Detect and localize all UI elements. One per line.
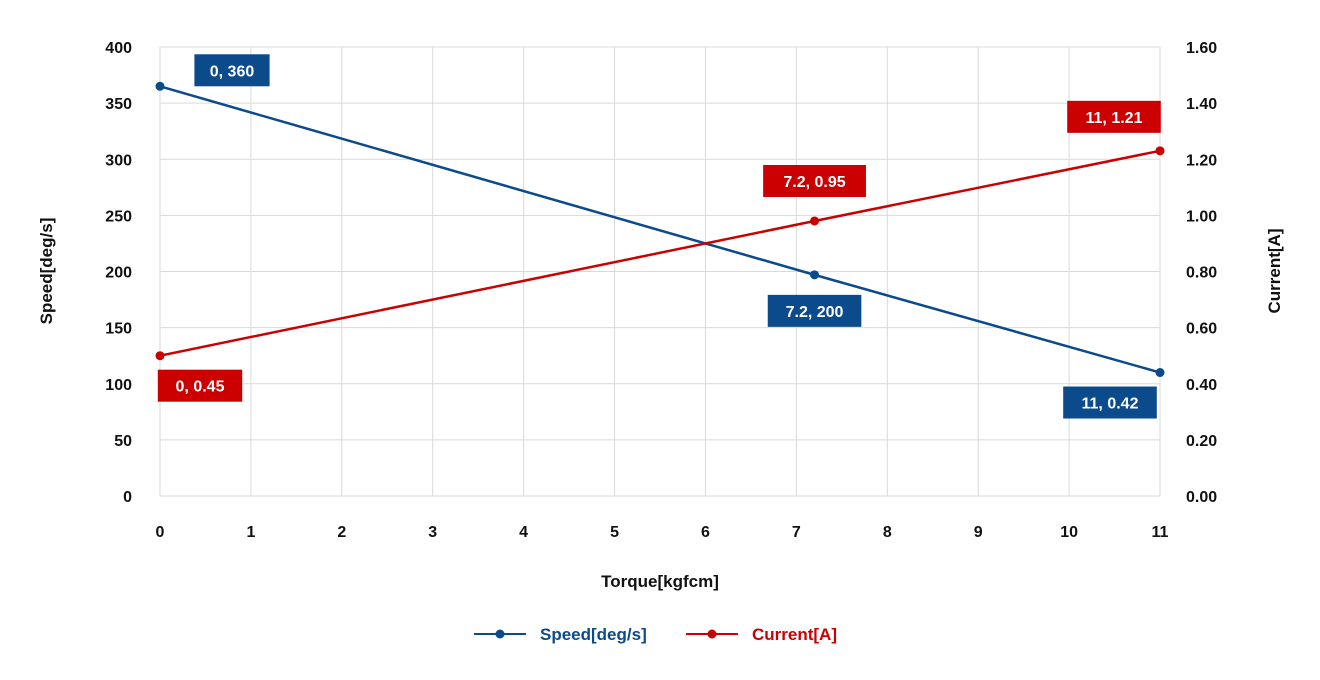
right-tick-label: 1.60 [1186, 40, 1217, 57]
right-tick-label: 1.20 [1186, 152, 1217, 169]
x-tick-label: 4 [519, 524, 528, 541]
x-tick-label: 5 [610, 524, 619, 541]
x-axis-title: Torque[kgfcm] [601, 572, 719, 591]
left-tick-label: 150 [105, 321, 132, 338]
x-tick-label: 9 [974, 524, 983, 541]
data-label: 11, 1.21 [1067, 100, 1161, 133]
data-point [810, 216, 820, 226]
right-axis-title: Current[A] [1265, 229, 1284, 314]
data-label-text: 0, 360 [210, 63, 255, 80]
left-axis-ticks: 0 50 100 150 200 250 300 350 400 [105, 40, 132, 506]
data-point [1155, 368, 1165, 378]
grid [159, 46, 1161, 497]
data-label-text: 0, 0.45 [176, 379, 225, 396]
right-tick-label: 0.00 [1186, 489, 1217, 506]
left-tick-label: 50 [114, 433, 132, 450]
right-axis-ticks: 0.00 0.20 0.40 0.60 0.80 1.00 1.20 1.40 1.60 [1186, 40, 1217, 506]
left-tick-label: 400 [105, 40, 132, 57]
series-line-0 [159, 85, 1161, 374]
x-tick-label: 0 [156, 524, 165, 541]
left-tick-label: 250 [105, 208, 132, 225]
x-tick-label: 2 [337, 524, 346, 541]
data-label-box [1063, 386, 1157, 419]
data-point [155, 81, 165, 91]
x-tick-label: 3 [428, 524, 437, 541]
right-tick-label: 0.60 [1186, 321, 1217, 338]
right-tick-label: 1.00 [1186, 208, 1217, 225]
data-label-box [763, 164, 866, 197]
left-axis-title: Speed[deg/s] [37, 218, 56, 325]
left-tick-label: 350 [105, 96, 132, 113]
legend-label-speed: Speed[deg/s] [540, 625, 647, 644]
series [155, 81, 1165, 378]
x-tick-label: 11 [1152, 524, 1169, 541]
right-tick-label: 0.40 [1186, 377, 1217, 394]
left-tick-label: 100 [105, 377, 132, 394]
data-label: 11, 0.42 [1063, 386, 1157, 419]
legend-item-speed[interactable]: Speed[deg/s] [474, 625, 647, 644]
x-tick-label: 1 [246, 524, 255, 541]
data-point [155, 351, 165, 361]
legend: Speed[deg/s] Current[A] [474, 625, 837, 644]
data-label-box [157, 369, 243, 402]
data-label: 7.2, 200 [767, 294, 862, 327]
series-line-1 [159, 149, 1161, 357]
data-label-box [194, 54, 270, 87]
data-label: 0, 0.45 [157, 369, 243, 402]
x-tick-label: 8 [883, 524, 892, 541]
legend-label-current: Current[A] [752, 625, 837, 644]
data-label-text: 7.2, 0.95 [783, 174, 845, 191]
data-label-box [767, 294, 862, 327]
data-labels: 0, 360 7.2, 200 11, 0.42 0, 0.45 7.2, 0.95 11… [157, 54, 1161, 419]
right-tick-label: 1.40 [1186, 96, 1217, 113]
left-tick-label: 200 [105, 265, 132, 282]
right-tick-label: 0.20 [1186, 433, 1217, 450]
x-tick-label: 6 [701, 524, 710, 541]
data-point [810, 270, 820, 280]
left-tick-label: 300 [105, 152, 132, 169]
x-axis-ticks: 0 1 2 3 4 5 6 7 8 9 10 11 [156, 524, 1169, 541]
data-label-text: 7.2, 200 [786, 304, 844, 321]
x-tick-label: 10 [1060, 524, 1078, 541]
right-tick-label: 0.80 [1186, 265, 1217, 282]
data-label: 7.2, 0.95 [763, 164, 866, 197]
data-point [1155, 146, 1165, 156]
legend-item-current[interactable]: Current[A] [686, 625, 837, 644]
data-label: 0, 360 [194, 54, 270, 87]
x-tick-label: 7 [792, 524, 801, 541]
data-label-text: 11, 1.21 [1086, 110, 1143, 127]
data-label-text: 11, 0.42 [1082, 396, 1139, 413]
data-label-box [1067, 100, 1161, 133]
left-tick-label: 0 [123, 489, 132, 506]
